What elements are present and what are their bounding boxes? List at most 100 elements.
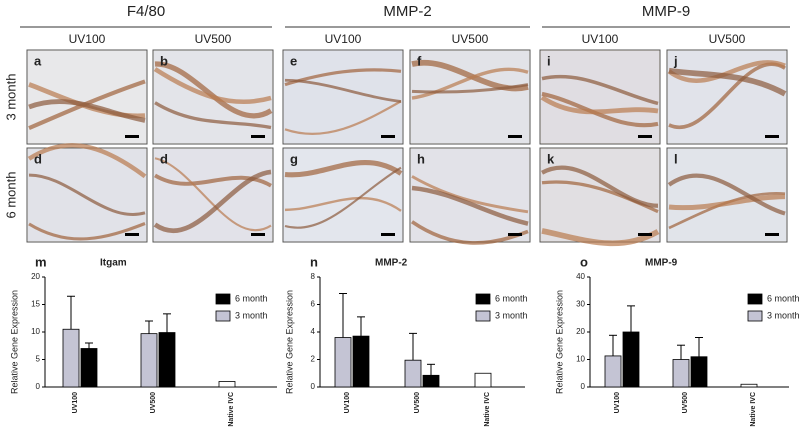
bar: [422, 374, 440, 388]
tissue-strand: [28, 222, 146, 241]
y-axis-label: Relative Gene Expression: [284, 290, 294, 394]
tissue-strand: [411, 185, 529, 226]
y-tick-label: 0: [36, 382, 41, 391]
micrograph: [666, 147, 788, 243]
tissue-strand: [410, 220, 529, 245]
bar: [334, 337, 352, 388]
scale-bar: [638, 233, 652, 236]
y-tick-label: 30: [576, 300, 585, 309]
chart-letter: n: [310, 254, 318, 269]
bar: [622, 331, 640, 388]
tissue-strand: [284, 100, 402, 136]
error-bar: [145, 320, 153, 334]
micrograph-bg: [539, 147, 661, 243]
panel-letter: l: [674, 151, 678, 166]
bar: [62, 328, 80, 388]
scale-bar: [508, 233, 522, 236]
micrograph: [26, 49, 148, 145]
tissue-strand: [284, 78, 402, 103]
panel-letter: j: [673, 53, 678, 68]
micrograph-tint: [411, 51, 529, 143]
y-tick-label: 20: [576, 327, 585, 336]
bar: [690, 356, 708, 388]
column-header: UV500: [195, 32, 232, 46]
error-bar: [67, 295, 75, 330]
chart-title: MMP-2: [375, 258, 408, 269]
error-bar: [409, 332, 417, 361]
x-tick-label: Native IVC: [228, 392, 235, 427]
error-bar: [627, 305, 635, 332]
chart-title: Itgam: [100, 258, 127, 269]
micrograph-tint: [411, 149, 529, 241]
micrograph: [666, 49, 788, 145]
panel-letter: e: [290, 53, 297, 68]
micrograph-tint: [154, 149, 272, 241]
error-bar: [677, 344, 685, 360]
tissue-strand: [154, 157, 272, 232]
scale-bar: [381, 233, 395, 236]
y-tick-label: 0: [311, 382, 316, 391]
legend-label: 3 month: [767, 310, 800, 320]
micrograph-tint: [541, 149, 659, 241]
panel-letter: d: [34, 151, 42, 166]
bar: [218, 381, 236, 388]
legend-label: 6 month: [235, 293, 268, 303]
tissue-strand: [284, 160, 403, 178]
tissue-strand: [411, 83, 529, 94]
error-bar: [357, 316, 365, 337]
scale-bar: [251, 135, 265, 138]
legend-swatch: [475, 293, 491, 305]
bar: [404, 359, 422, 388]
tissue-strand: [153, 173, 272, 188]
bar: [672, 359, 690, 388]
scale-bar: [251, 233, 265, 236]
tissue-strand: [540, 165, 659, 208]
y-tick-label: 4: [311, 327, 316, 336]
y-tick-label: 5: [36, 355, 41, 364]
x-tick-label: UV500: [150, 392, 157, 414]
x-tick-label: UV100: [72, 392, 79, 414]
x-tick-label: UV100: [614, 392, 621, 414]
group-header: MMP-9: [642, 3, 690, 20]
y-axis-label: Relative Gene Expression: [9, 290, 19, 394]
chart-letter: m: [35, 254, 47, 269]
x-tick-label: UV100: [344, 392, 351, 414]
micrograph: [282, 147, 404, 243]
panel-letter: h: [417, 151, 425, 166]
legend-label: 6 month: [495, 293, 528, 303]
tissue-strand: [541, 74, 659, 106]
micrograph: [152, 49, 274, 145]
tissue-strand: [27, 143, 147, 179]
micrograph-bg: [409, 147, 531, 243]
panel-letter: i: [547, 53, 551, 68]
column-header: UV100: [69, 32, 106, 46]
tissue-strand: [284, 166, 402, 229]
panel-letter: b: [160, 53, 168, 68]
panel-letter: a: [34, 53, 42, 68]
micrograph-bg: [26, 49, 148, 145]
y-tick-label: 2: [311, 355, 316, 364]
error-bar: [163, 313, 171, 333]
legend-swatch: [475, 310, 491, 322]
tissue-strand: [153, 169, 272, 234]
bar: [740, 383, 758, 388]
y-tick-label: 15: [31, 300, 40, 309]
chart-letter: o: [580, 254, 588, 269]
panel-letter: g: [290, 151, 298, 166]
scale-bar: [638, 135, 652, 138]
y-tick-label: 6: [311, 300, 316, 309]
legend-swatch: [215, 293, 231, 305]
column-header: UV500: [709, 32, 746, 46]
tissue-strand: [668, 67, 787, 97]
tissue-strand: [28, 173, 146, 216]
x-tick-label: UV500: [414, 392, 421, 414]
column-header: UV100: [325, 32, 362, 46]
micrograph-tint: [668, 149, 786, 241]
panel-letter: f: [417, 53, 422, 68]
row-label: 6 month: [3, 172, 18, 219]
bar: [474, 372, 492, 388]
scale-bar: [765, 233, 779, 236]
tissue-strand: [541, 91, 659, 128]
panel-letter: d: [160, 151, 168, 166]
error-bar: [609, 334, 617, 356]
